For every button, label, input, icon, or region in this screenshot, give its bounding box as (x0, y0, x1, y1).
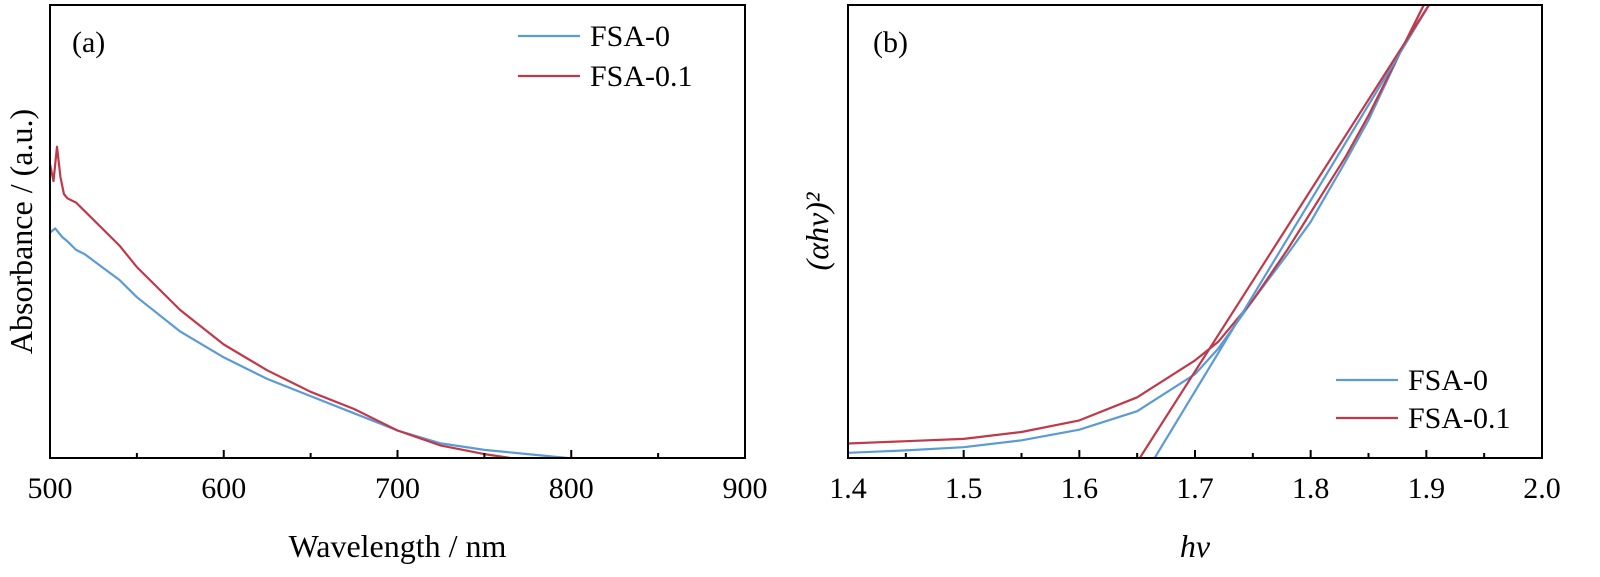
x-tick-label: 1.5 (945, 472, 983, 505)
panel-label: (a) (72, 26, 105, 59)
x-tick-label: 1.4 (829, 472, 867, 505)
x-tick-label: 700 (375, 472, 420, 505)
fit-line-2-line (1153, 5, 1431, 458)
series-fsa-0-1-line (848, 5, 1426, 445)
fit-line-3-line (1138, 5, 1431, 458)
panel-b: 1.4 1.5 1.6 1.7 1.8 1.9 2.0hv(αhv)²(b)FSA-0FSA… (799, 4, 1561, 564)
x-axis-label: hv (1180, 528, 1211, 564)
x-tick-label: 1.6 (1061, 472, 1099, 505)
legend: FSA-0 FSA-0.1 (518, 20, 693, 93)
legend-label: FSA-0 (590, 20, 670, 53)
y-axis-label: (αhv)² (799, 191, 835, 270)
x-tick-label: 500 (28, 472, 73, 505)
legend-label: FSA-0 (1408, 364, 1488, 397)
series-fsa-0-1-line (50, 145, 518, 458)
series-fsa-0-line (848, 5, 1426, 454)
x-tick-label: 1.8 (1292, 472, 1330, 505)
x-axis-label: Wavelength / nm (289, 528, 507, 564)
panel-a: 500 600 700 800 900 Wavelength / nm Absorbance… (3, 4, 768, 564)
panel-label: (b) (873, 26, 908, 59)
legend: FSA-0 FSA-0.1 (1336, 364, 1511, 435)
legend-label: FSA-0.1 (590, 60, 693, 93)
legend-label: FSA-0.1 (1408, 402, 1511, 435)
series-fsa-0-line (50, 227, 580, 458)
x-tick-label: 900 (723, 472, 768, 505)
x-tick-label: 1.7 (1176, 472, 1214, 505)
x-tick-label: 1.9 (1408, 472, 1446, 505)
x-tick-label: 2.0 (1523, 472, 1561, 505)
x-tick-label: 600 (201, 472, 246, 505)
x-tick-label: 800 (549, 472, 594, 505)
y-axis-label: Absorbance / (a.u.) (3, 109, 39, 354)
